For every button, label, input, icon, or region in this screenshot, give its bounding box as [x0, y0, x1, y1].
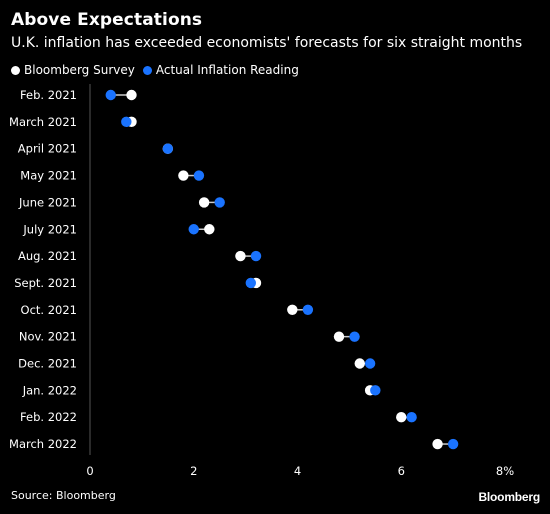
survey-point	[354, 358, 365, 369]
legend-item-actual: Actual Inflation Reading	[142, 63, 299, 77]
y-category-label: July 2021	[22, 222, 77, 236]
actual-point	[370, 385, 381, 396]
survey-point	[178, 170, 189, 181]
chart-subtitle: U.K. inflation has exceeded economists' …	[11, 35, 523, 51]
x-tick-label: 2	[190, 464, 197, 478]
x-tick-label: 8%	[496, 464, 514, 478]
y-category-label: April 2021	[18, 142, 77, 156]
actual-point	[121, 116, 132, 128]
y-category-label: Sept. 2021	[14, 276, 77, 290]
y-category-label: Feb. 2021	[20, 88, 77, 102]
source-note: Source: Bloomberg	[11, 489, 116, 502]
y-category-label: Oct. 2021	[21, 303, 77, 317]
legend-survey-dot-icon	[11, 65, 20, 75]
y-category-label: May 2021	[20, 169, 77, 183]
y-category-label: March 2022	[9, 437, 77, 451]
legend-survey-label: Bloomberg Survey	[24, 63, 135, 77]
actual-point	[188, 224, 199, 235]
bloomberg-logo: Bloomberg	[478, 490, 540, 504]
legend-actual-dot-icon	[142, 65, 152, 75]
y-category-label: Nov. 2021	[19, 330, 77, 344]
x-tick-label: 6	[398, 464, 405, 478]
legend-actual-label: Actual Inflation Reading	[155, 63, 299, 77]
x-tick-label: 4	[294, 464, 301, 478]
survey-point	[287, 304, 298, 315]
legend-item-survey: Bloomberg Survey	[11, 63, 135, 77]
actual-point	[105, 89, 116, 101]
survey-point	[126, 89, 137, 101]
actual-point	[302, 304, 314, 315]
actual-point	[250, 250, 262, 262]
survey-point	[396, 412, 407, 423]
y-category-label: June 2021	[18, 195, 77, 209]
x-tick-label: 0	[86, 464, 93, 478]
actual-point	[447, 438, 459, 450]
chart-legend: Bloomberg Survey Actual Inflation Readin…	[11, 63, 307, 77]
survey-point	[204, 224, 215, 235]
y-category-label: Aug. 2021	[18, 249, 77, 263]
actual-point	[364, 358, 376, 369]
survey-point	[198, 197, 210, 208]
chart-title: Above Expectations	[11, 10, 203, 30]
actual-point	[245, 277, 257, 289]
survey-point	[333, 331, 345, 342]
y-category-label: March 2021	[9, 115, 77, 129]
y-category-label: Dec. 2021	[18, 357, 77, 371]
survey-point	[432, 438, 443, 450]
actual-point	[214, 197, 225, 208]
y-category-label: Feb. 2022	[20, 410, 77, 424]
y-category-label: Jan. 2022	[22, 383, 77, 397]
actual-point	[406, 412, 417, 423]
survey-point	[235, 250, 246, 262]
actual-point	[349, 331, 360, 342]
actual-point	[193, 170, 205, 181]
actual-point	[162, 143, 174, 154]
